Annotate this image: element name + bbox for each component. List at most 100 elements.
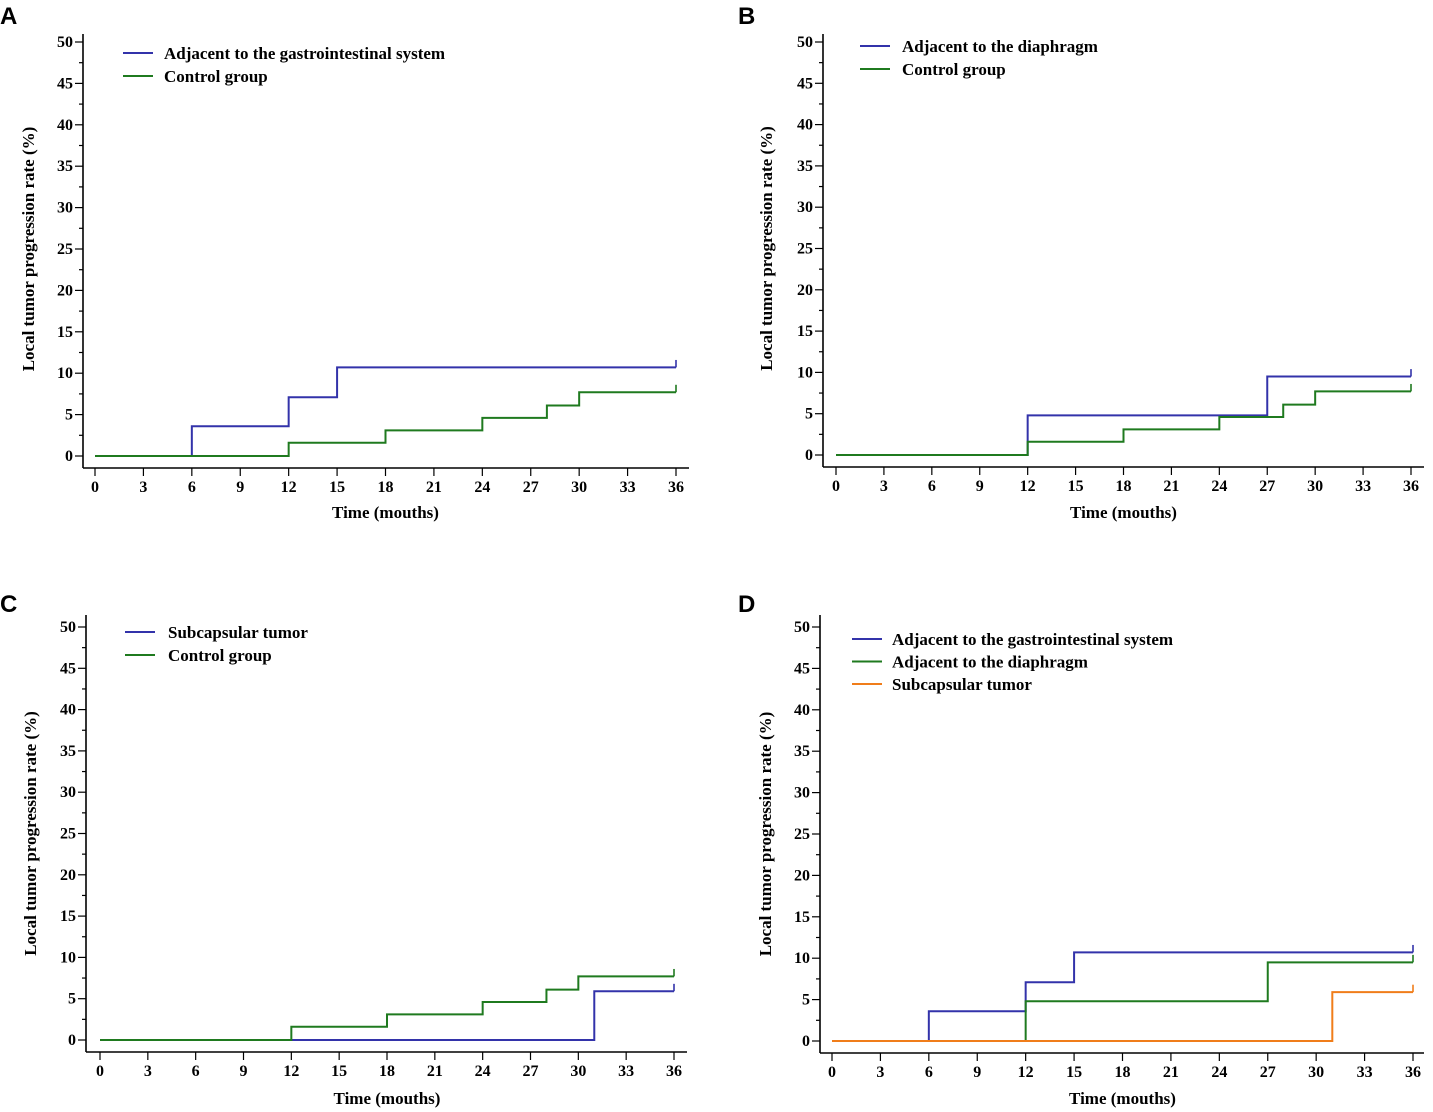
y-tick-label: 25 [57, 241, 73, 258]
x-tick-label: 0 [828, 1064, 836, 1081]
legend-label-1: Adjacent to the diaphragm [902, 37, 1098, 56]
series-line-2 [836, 390, 1411, 456]
y-tick-label: 15 [797, 323, 813, 340]
y-tick-label: 10 [57, 365, 73, 382]
y-tick-label: 35 [794, 743, 810, 760]
x-tick-label: 27 [523, 479, 539, 496]
series-line-2 [100, 975, 674, 1041]
y-tick-label: 50 [797, 34, 813, 51]
y-axis-title: Local tumor progression rate (%) [756, 712, 775, 957]
x-axis-title: Time (mouths) [332, 503, 439, 522]
x-tick-label: 6 [188, 479, 196, 496]
x-tick-label: 0 [832, 478, 840, 495]
series-line-1 [100, 990, 674, 1041]
y-tick-label: 0 [805, 447, 813, 464]
y-tick-label: 40 [60, 702, 76, 719]
x-tick-label: 30 [570, 1063, 586, 1080]
y-tick-label: 20 [797, 282, 813, 299]
x-tick-label: 12 [1020, 478, 1036, 495]
x-tick-label: 36 [668, 479, 684, 496]
y-tick-label: 35 [57, 158, 73, 175]
y-axis-title: Local tumor progression rate (%) [757, 126, 776, 371]
x-tick-label: 33 [1355, 478, 1371, 495]
x-tick-label: 21 [427, 1063, 443, 1080]
x-tick-label: 18 [1115, 1064, 1131, 1081]
legend-label-2: Control group [902, 60, 1006, 79]
y-axis-title: Local tumor progression rate (%) [19, 127, 38, 372]
x-tick-label: 6 [192, 1063, 200, 1080]
x-tick-label: 12 [281, 479, 297, 496]
x-tick-label: 24 [1211, 478, 1227, 495]
x-tick-label: 30 [1308, 1064, 1324, 1081]
x-tick-label: 30 [1307, 478, 1323, 495]
x-tick-label: 0 [96, 1063, 104, 1080]
y-tick-label: 25 [794, 826, 810, 843]
y-axis-title: Local tumor progression rate (%) [21, 711, 40, 956]
y-tick-label: 20 [794, 867, 810, 884]
x-tick-label: 3 [144, 1063, 152, 1080]
y-tick-label: 0 [802, 1033, 810, 1050]
x-tick-label: 6 [928, 478, 936, 495]
x-tick-label: 9 [973, 1064, 981, 1081]
y-tick-label: 30 [794, 785, 810, 802]
y-tick-label: 50 [57, 34, 73, 51]
series-line-1 [832, 951, 1413, 1042]
x-tick-label: 9 [240, 1063, 248, 1080]
x-tick-label: 6 [925, 1064, 933, 1081]
x-tick-label: 0 [91, 479, 99, 496]
x-tick-label: 12 [1018, 1064, 1034, 1081]
y-tick-label: 15 [60, 908, 76, 925]
x-tick-label: 27 [1260, 1064, 1276, 1081]
series-line-2 [95, 391, 676, 457]
legend-label-3: Subcapsular tumor [892, 675, 1032, 694]
y-tick-label: 5 [68, 991, 76, 1008]
legend-label-2: Control group [168, 646, 272, 665]
x-tick-label: 24 [1211, 1064, 1227, 1081]
y-tick-label: 30 [797, 199, 813, 216]
x-tick-label: 21 [426, 479, 442, 496]
y-tick-label: 35 [60, 743, 76, 760]
legend-label-1: Adjacent to the gastrointestinal system [164, 44, 445, 63]
y-tick-label: 30 [57, 200, 73, 217]
y-tick-label: 40 [57, 117, 73, 134]
legend-label-2: Adjacent to the diaphragm [892, 653, 1088, 672]
x-tick-label: 30 [571, 479, 587, 496]
y-tick-label: 5 [65, 407, 73, 424]
x-tick-label: 18 [379, 1063, 395, 1080]
x-tick-label: 15 [1066, 1064, 1082, 1081]
x-axis-title: Time (mouths) [1070, 503, 1177, 522]
x-tick-label: 3 [139, 479, 147, 496]
y-tick-label: 45 [57, 75, 73, 92]
x-tick-label: 21 [1163, 1064, 1179, 1081]
x-tick-label: 9 [236, 479, 244, 496]
y-tick-label: 10 [60, 949, 76, 966]
panel-d-letter: D [738, 591, 755, 618]
y-tick-label: 0 [68, 1032, 76, 1049]
x-tick-label: 33 [620, 479, 636, 496]
y-tick-label: 5 [802, 992, 810, 1009]
x-tick-label: 3 [880, 478, 888, 495]
y-tick-label: 40 [794, 702, 810, 719]
y-tick-label: 45 [797, 75, 813, 92]
y-tick-label: 40 [797, 117, 813, 134]
series-line-1 [95, 366, 676, 457]
y-tick-label: 25 [797, 241, 813, 258]
legend-label-1: Subcapsular tumor [168, 623, 308, 642]
y-tick-label: 30 [60, 784, 76, 801]
x-tick-label: 15 [1068, 478, 1084, 495]
x-tick-label: 18 [1116, 478, 1132, 495]
x-tick-label: 24 [475, 1063, 491, 1080]
y-tick-label: 45 [794, 660, 810, 677]
series-line-3 [832, 991, 1413, 1042]
x-tick-label: 24 [474, 479, 490, 496]
x-tick-label: 27 [523, 1063, 539, 1080]
x-tick-label: 36 [1403, 478, 1419, 495]
y-tick-label: 5 [805, 406, 813, 423]
x-tick-label: 33 [1357, 1064, 1373, 1081]
x-tick-label: 36 [1405, 1064, 1421, 1081]
